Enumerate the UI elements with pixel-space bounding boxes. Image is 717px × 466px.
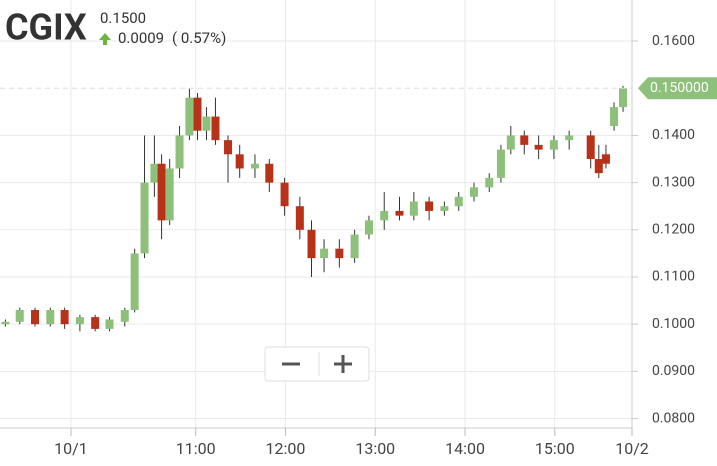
y-tick-label: 0.1300 [652,174,695,190]
candle-body [601,154,610,164]
candle-body [409,201,418,216]
candle-body [130,253,139,311]
candle-body [470,187,478,197]
x-tick-label: 12:00 [266,439,306,458]
x-tick-label: 10/1 [54,439,88,458]
y-tick-label: 0.1100 [652,269,695,285]
candle-body [440,206,449,211]
candle-body [46,310,55,325]
candle-body [395,210,404,216]
candle-body [211,116,220,141]
candle-body [496,149,505,178]
candle-body [520,135,529,145]
candle-body [175,135,184,169]
y-tick-label: 0.1200 [652,222,695,238]
x-tick-label: 14:00 [445,439,485,458]
candle-body [105,319,114,329]
candle-body [140,182,149,254]
candle-body [250,163,259,169]
zoom-controls [264,346,370,382]
candle-body [235,154,244,169]
change-pct: ( 0.57%) [172,29,226,47]
candle-body [485,177,494,188]
grid [0,0,633,428]
candle-body [307,229,316,259]
y-tick-label: 0.1600 [652,33,695,49]
x-tick-label: 15:00 [535,439,575,458]
candle-body [120,310,129,322]
candle-body [454,196,463,207]
price: 0.1500 [100,9,146,27]
candle-body [202,116,211,131]
candle-body [610,107,619,126]
candle-body [75,317,84,325]
candle-body [565,135,574,141]
candle-body [185,97,194,136]
candle-body [335,248,344,259]
candle-body [534,144,543,150]
candle-body [380,210,389,221]
candle-body [280,182,289,207]
candle-body [31,310,40,325]
y-tick-label: 0.0900 [652,363,695,379]
up-arrow [99,33,111,45]
candle-body [224,140,233,155]
candle-body [364,220,373,235]
zoom-box [264,346,370,382]
y-tick-label: 0.0800 [652,410,695,426]
candle-body [15,310,24,322]
candle-body [549,140,558,150]
candle-body [193,97,202,131]
last-price-label: 0.150000 [650,80,709,96]
candle-body [150,163,159,183]
candle-body [60,310,69,325]
candle-body [350,234,359,259]
y-tick-label: 0.1400 [652,127,695,143]
candle-body [425,201,434,211]
candle-body [165,168,174,221]
candles [1,85,628,332]
candle-body [1,321,10,325]
candle-body [594,159,603,174]
x-tick-label: 13:00 [355,439,395,458]
candle-body [265,163,274,183]
last-price-tag [638,77,717,100]
change: 0.0009 [118,29,164,47]
candle-body [619,88,628,108]
candle-body [320,248,329,259]
candle-body [295,206,304,230]
x-tick-label: 11:00 [176,439,216,458]
candle-body [157,163,166,221]
y-tick-label: 0.1000 [652,316,695,332]
x-tick-label: 10/2 [615,439,649,458]
candle-body [506,135,515,150]
candle-body [586,135,595,160]
ticker: CGIX [5,7,87,49]
candle-body [91,317,100,329]
